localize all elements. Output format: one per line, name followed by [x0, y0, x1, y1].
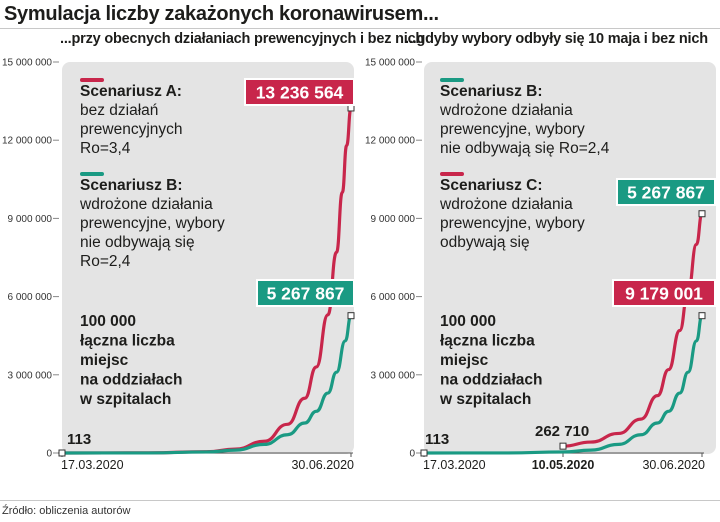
chart-2-legend-2-title: Scenariusz C: [440, 177, 543, 194]
chart-2-series-2-value-label: 9 179 001 [625, 284, 703, 304]
chart-1-hospital-note: na oddziałach [80, 372, 183, 389]
chart-2-hospital-note: łączna liczba [440, 333, 535, 350]
chart-2-xtick-label: 30.06.2020 [642, 458, 705, 472]
chart-2-mid-point [559, 442, 567, 450]
chart-1-start-label: 113 [67, 431, 91, 448]
chart-2-hospital-note: na oddziałach [440, 372, 543, 389]
chart-1-panel [62, 62, 354, 454]
chart-2-ytick-label: 0 [409, 449, 415, 460]
chart-1-hospital-note: 100 000 [80, 313, 136, 330]
chart-1-legend-2-desc: prewencyjne, wybory [80, 215, 225, 232]
chart-1-legend-2-desc: Ro=2,4 [80, 253, 131, 270]
source-note: Źródło: obliczenia autorów [2, 505, 131, 517]
chart-1-legend-1-desc: bez działań [80, 102, 158, 119]
chart-2-series-1-line [422, 314, 704, 455]
chart-1-ytick-label: 6 000 000 [8, 292, 53, 303]
chart-2-legend-1-desc: nie odbywają się Ro=2,4 [440, 140, 610, 157]
title-divider [0, 28, 720, 29]
chart-1-hospital-note: miejsc [80, 352, 129, 369]
chart-1-series-2-value-badge [256, 279, 355, 307]
chart-2-subtitle: ...gdyby wybory odbyły się 10 maja i bez… [405, 31, 708, 47]
chart-1-legend-2-title: Scenariusz B: [80, 177, 183, 194]
chart-1-xtick-label: 30.06.2020 [291, 458, 354, 472]
source-divider [0, 500, 720, 501]
chart-1-hospital-note: w szpitalach [79, 391, 171, 408]
chart-1-legend-1-desc: prewencyjnych [80, 121, 183, 138]
chart-2-series-2-value-badge [612, 279, 716, 307]
chart-1-ytick-label: 0 [46, 449, 52, 460]
chart-2-legend-1-desc: prewencyjne, wybory [440, 121, 585, 138]
chart-2-mid-label: 262 710 [535, 423, 589, 440]
chart-1-legend-1-desc: Ro=3,4 [80, 140, 131, 157]
chart-2-series-1-value-label: 5 267 867 [627, 183, 705, 203]
chart-2-legend-1-title: Scenariusz B: [440, 83, 543, 100]
chart-1-series-1-value-label: 13 236 564 [256, 83, 344, 103]
page-title: Symulacja liczby zakażonych koronawiruse… [4, 3, 439, 25]
chart-2-legend-2-desc: wdrożone działania [439, 196, 573, 213]
chart-2-hospital-note: w szpitalach [439, 391, 531, 408]
chart-2-legend-2-desc: odbywają się [440, 234, 530, 251]
chart-2-series-2-line [561, 212, 704, 448]
chart-2-legend-2-desc: prewencyjne, wybory [440, 215, 585, 232]
chart-2-series-2-end-point [698, 210, 706, 218]
chart-2-ytick-label: 15 000 000 [365, 58, 415, 69]
chart-1-series-2-value-label: 5 267 867 [267, 284, 345, 304]
chart-2-start-point [420, 449, 428, 457]
chart-1-ytick-label: 12 000 000 [2, 136, 52, 147]
chart-1-ytick-label: 15 000 000 [2, 58, 52, 69]
chart-2-series-1-end-point [698, 312, 706, 320]
chart-1-legend-2-desc: nie odbywają się [80, 234, 195, 251]
chart-2-ytick-label: 9 000 000 [371, 214, 416, 225]
chart-2-ytick-label: 6 000 000 [371, 292, 416, 303]
chart-2-hospital-note: miejsc [440, 352, 489, 369]
chart-2-series-1-value-badge [616, 178, 716, 206]
chart-2-legend-1-desc: wdrożone działania [439, 102, 573, 119]
chart-2-hospital-note: 100 000 [440, 313, 496, 330]
chart-2-start-label: 113 [425, 431, 449, 448]
chart-2-ytick-label: 12 000 000 [365, 136, 415, 147]
chart-1-ytick-label: 9 000 000 [8, 214, 53, 225]
chart-1-start-point [58, 449, 66, 457]
chart-1-series-1-value-badge [244, 78, 355, 106]
chart-1-ytick-label: 3 000 000 [8, 370, 53, 381]
chart-2-xtick-label: 10.05.2020 [532, 458, 595, 472]
chart-2-xtick-label: 17.03.2020 [423, 458, 486, 472]
chart-2-panel [424, 62, 716, 454]
chart-1-subtitle: ...przy obecnych działaniach prewencyjny… [60, 31, 425, 47]
chart-1-legend-1-title: Scenariusz A: [80, 83, 182, 100]
chart-1-xtick-label: 17.03.2020 [61, 458, 124, 472]
chart-2-ytick-label: 3 000 000 [371, 370, 416, 381]
chart-1-legend-2-desc: wdrożone działania [79, 196, 213, 213]
chart-1-series-2-line [60, 314, 353, 455]
chart-1-series-2-end-point [347, 312, 355, 320]
chart-1-hospital-note: łączna liczba [80, 333, 175, 350]
